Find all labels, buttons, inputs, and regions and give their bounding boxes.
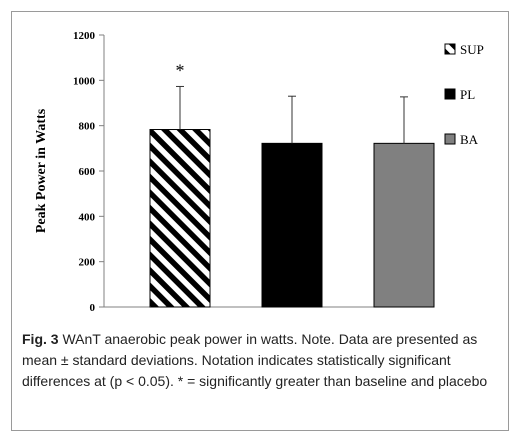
- y-axis-title: Peak Power in Watts: [34, 108, 49, 233]
- y-tick-label: 0: [90, 302, 96, 314]
- figure-caption: Fig. 3 WAnT anaerobic peak power in watt…: [22, 329, 500, 392]
- legend-swatch-sup: [444, 43, 456, 55]
- figure-label: Fig. 3: [22, 331, 59, 347]
- legend-label-pl: PL: [460, 87, 475, 102]
- bar-pl: [261, 142, 323, 308]
- y-tick-label: 600: [79, 166, 96, 178]
- bar-ba: [373, 142, 435, 308]
- caption-text: WAnT anaerobic peak power in watts. Note…: [22, 331, 488, 389]
- legend-swatch-ba: [444, 133, 456, 145]
- legend-label-sup: SUP: [460, 42, 484, 57]
- bar-sup: [149, 129, 211, 308]
- y-tick-label: 1200: [73, 30, 96, 42]
- figure: 0 200 400 600 800 1000 1200 Peak Power in Watts…: [11, 11, 509, 431]
- y-tick-label: 800: [79, 121, 96, 133]
- bar-chart: 0 200 400 600 800 1000 1200 Peak Power in Watts…: [34, 30, 484, 324]
- significance-marker: *: [176, 60, 185, 80]
- legend-swatch-pl: [444, 88, 456, 100]
- y-tick-label: 400: [79, 211, 96, 223]
- y-tick-label: 1000: [73, 75, 96, 87]
- y-tick-label: 200: [79, 257, 96, 269]
- legend-label-ba: BA: [460, 132, 479, 147]
- x-axis-title: WAnT: [248, 322, 288, 324]
